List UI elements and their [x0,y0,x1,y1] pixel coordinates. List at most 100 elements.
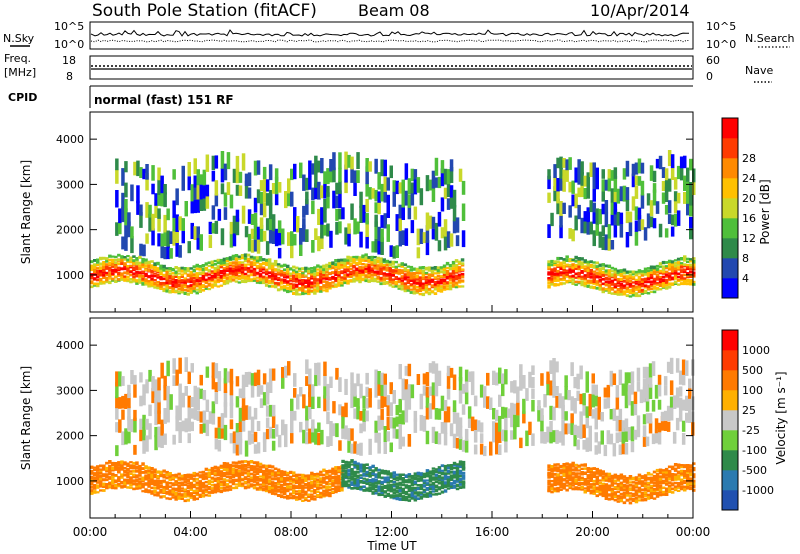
heatmap-cell [683,464,687,467]
heatmap-cell [93,490,97,494]
heatmap-cell [386,484,390,487]
heatmap-cell [195,491,199,495]
heatmap-cell [180,273,184,277]
heatmap-cell [464,379,469,393]
heatmap-cell [195,483,199,487]
heatmap-cell [132,470,136,473]
heatmap-cell [264,276,269,280]
heatmap-cell [592,174,596,189]
heatmap-cell [630,426,635,442]
heatmap-cell [619,498,624,503]
heatmap-cell [607,280,612,284]
heatmap-cell [243,277,248,280]
heatmap-cell [192,268,196,273]
heatmap-cell [670,267,675,271]
heatmap-cell [174,491,178,496]
heatmap-cell [301,279,305,282]
heatmap-cell [559,266,563,271]
heatmap-cell [559,479,563,483]
heatmap-cell [252,278,257,282]
heatmap-cell [219,486,224,490]
heatmap-cell [389,245,393,257]
heatmap-cell [289,282,293,285]
heatmap-cell [562,482,566,485]
heatmap-cell [317,208,321,225]
heatmap-cell [174,266,178,270]
heatmap-cell [640,482,645,487]
colorbar-tick-label: 8 [742,252,749,265]
heatmap-cell [186,484,190,488]
heatmap-cell [431,228,436,240]
heatmap-cell [645,413,650,424]
heatmap-cell [240,254,245,257]
heatmap-cell [637,207,642,220]
heatmap-cell [156,480,160,484]
heatmap-cell [228,277,233,281]
heatmap-cell [576,439,580,450]
heatmap-cell [252,461,257,465]
heatmap-cell [168,274,172,279]
heatmap-cell [410,489,415,492]
heatmap-cell [445,285,450,288]
heatmap-cell [210,476,215,480]
heatmap-cell [111,486,115,490]
heatmap-cell [207,273,212,276]
heatmap-cell [273,477,278,481]
heatmap-cell [337,487,341,490]
heatmap-cell [338,377,342,392]
heatmap-cell [159,276,163,279]
heatmap-cell [616,284,621,287]
heatmap-cell [198,482,202,485]
heatmap-cell [326,223,330,237]
heatmap-cell [316,264,320,268]
heatmap-cell [123,481,127,486]
heatmap-cell [175,415,179,432]
heatmap-cell [255,266,260,270]
heatmap-cell [607,497,612,501]
heatmap-cell [132,275,136,279]
heatmap-cell [377,172,381,190]
heatmap-cell [308,428,312,444]
heatmap-cell [461,471,466,474]
heatmap-cell [240,256,245,260]
heatmap-cell [267,486,272,491]
heatmap-cell [141,462,145,466]
heatmap-cell [676,267,681,271]
heatmap-cell [117,258,121,262]
heatmap-cell [388,267,392,270]
heatmap-cell [437,486,442,489]
heatmap-cell [299,241,303,256]
heatmap-cell [222,478,227,481]
heatmap-cell [317,160,321,173]
heatmap-cell [663,410,668,421]
heatmap-cell [392,246,396,259]
heatmap-cell [407,397,412,410]
heatmap-cell [151,228,155,246]
heatmap-cell [350,487,354,490]
heatmap-cell [627,427,632,441]
heatmap-cell [350,428,354,441]
heatmap-cell [392,496,396,500]
heatmap-cell [313,485,317,488]
heatmap-cell [328,261,332,265]
heatmap-cell [186,279,190,283]
heatmap-cell [667,178,672,192]
heatmap-cell [148,404,152,417]
heatmap-cell [111,478,115,482]
heatmap-cell [349,256,353,260]
heatmap-cell [422,472,427,476]
heatmap-cell [319,470,323,474]
heatmap-cell [235,155,240,171]
heatmap-cell [241,418,246,432]
heatmap-cell [603,444,608,457]
heatmap-cell [187,176,191,191]
heatmap-cell [676,278,681,281]
heatmap-cell [171,483,175,487]
heatmap-cell [220,151,225,169]
heatmap-cell [389,416,393,429]
heatmap-cell [262,166,267,179]
heatmap-cell [316,286,320,290]
heatmap-cell [592,467,596,470]
heatmap-cell [326,192,330,209]
